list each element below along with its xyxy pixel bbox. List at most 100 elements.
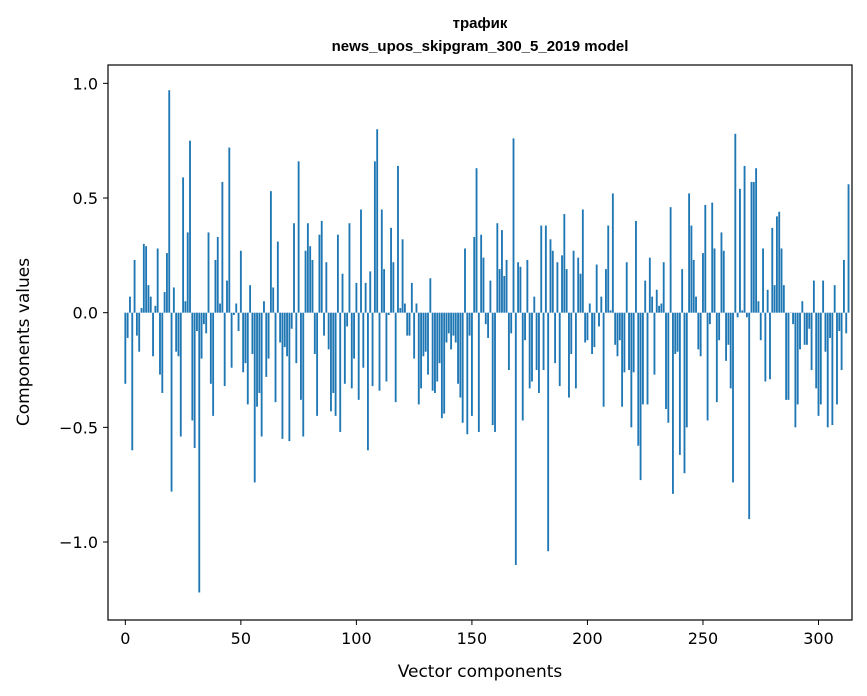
bar <box>290 312 293 329</box>
bar <box>651 296 654 313</box>
bar <box>757 301 760 313</box>
bar <box>309 246 312 313</box>
bar <box>205 312 208 334</box>
bar <box>704 204 707 313</box>
bar <box>235 303 238 313</box>
bar <box>306 223 309 313</box>
bar <box>336 234 339 313</box>
bar <box>209 312 212 384</box>
bar <box>464 248 466 313</box>
bar <box>429 278 432 313</box>
bar <box>847 184 850 313</box>
bar <box>743 165 746 313</box>
bar <box>242 312 245 373</box>
bar <box>554 312 557 364</box>
chart-title: трафик <box>453 15 508 32</box>
bar <box>646 312 649 405</box>
bar <box>526 259 529 313</box>
bar <box>422 312 425 357</box>
x-tick-label: 200 <box>572 629 603 648</box>
bar <box>574 312 577 389</box>
bar <box>186 232 189 313</box>
bar <box>311 259 314 313</box>
bar <box>198 312 201 593</box>
bar <box>538 312 540 393</box>
bar <box>785 312 788 400</box>
bar <box>140 308 143 313</box>
plot-area-frame <box>107 64 853 621</box>
bar <box>177 312 180 357</box>
bar <box>357 312 360 400</box>
bar <box>695 296 697 313</box>
bar <box>505 259 508 313</box>
bar <box>348 223 351 313</box>
bar <box>616 312 619 357</box>
bar <box>385 312 388 382</box>
bar <box>399 308 402 313</box>
bar <box>561 255 563 313</box>
bar <box>544 225 547 313</box>
bar <box>378 312 381 391</box>
bar <box>156 248 159 313</box>
bar <box>196 312 198 332</box>
bar <box>665 312 667 410</box>
bar <box>413 312 416 359</box>
bar <box>817 312 820 416</box>
bar <box>605 269 607 313</box>
bar <box>713 248 716 313</box>
bar <box>226 280 228 313</box>
bar <box>350 312 353 389</box>
bar <box>764 312 767 382</box>
bar <box>762 248 764 313</box>
bar <box>771 227 774 313</box>
bar <box>528 312 531 389</box>
bar <box>688 193 691 313</box>
bar <box>161 312 164 393</box>
bar <box>794 312 797 428</box>
bar <box>459 312 462 398</box>
bar <box>547 312 550 552</box>
bar <box>780 248 783 313</box>
bar <box>251 312 254 354</box>
bar <box>269 191 272 313</box>
bar <box>475 168 478 313</box>
bar <box>228 147 231 313</box>
bar <box>755 168 758 313</box>
bar <box>450 312 453 350</box>
bar <box>775 216 778 313</box>
bar <box>718 312 721 341</box>
bar <box>380 209 383 313</box>
bar <box>293 223 295 313</box>
bar <box>327 312 330 350</box>
bar <box>325 262 328 313</box>
bar <box>822 280 825 313</box>
bar <box>494 312 496 432</box>
bar <box>219 303 221 313</box>
x-tick-label: 150 <box>457 629 488 648</box>
bar <box>826 312 829 428</box>
bar <box>819 312 822 405</box>
bar <box>519 266 522 313</box>
bar <box>445 312 448 343</box>
bar <box>230 312 233 368</box>
bar <box>221 181 224 313</box>
bar <box>799 312 801 350</box>
bar <box>477 312 480 432</box>
bar <box>272 287 275 313</box>
bar <box>297 161 300 313</box>
bar <box>623 312 626 373</box>
bars-group <box>124 90 850 593</box>
bar <box>759 312 762 341</box>
bar <box>417 312 420 405</box>
bar <box>124 312 127 384</box>
bar <box>678 312 681 455</box>
bar <box>507 312 510 371</box>
bar <box>288 312 291 442</box>
bar <box>833 285 836 313</box>
bar <box>392 262 395 313</box>
bar <box>672 312 674 494</box>
bar <box>503 275 506 313</box>
bar <box>697 312 700 350</box>
bar <box>470 312 473 416</box>
bar <box>600 296 603 313</box>
